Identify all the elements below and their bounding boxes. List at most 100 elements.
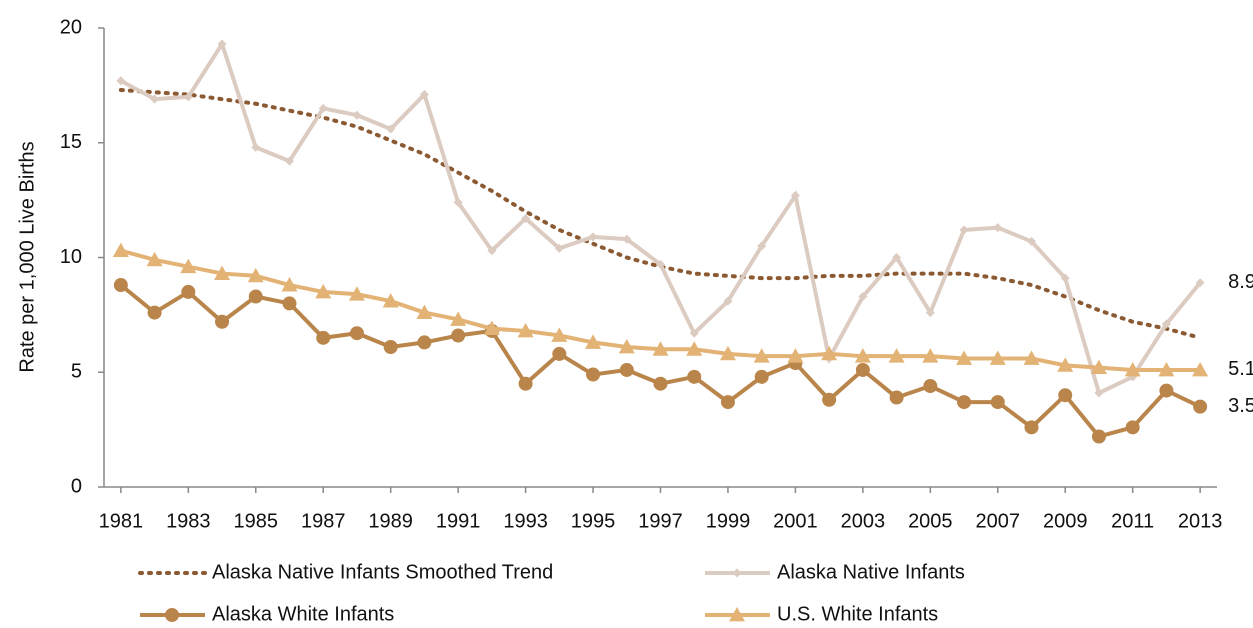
point: [1027, 236, 1036, 246]
point: [888, 348, 905, 363]
point: [247, 267, 264, 283]
point: [181, 284, 196, 299]
x-tick-label: 2003: [841, 510, 886, 532]
point: [1195, 278, 1205, 288]
point: [588, 232, 598, 242]
point: [1161, 319, 1171, 329]
point: [215, 314, 230, 329]
point: [757, 241, 767, 251]
point: [1058, 388, 1073, 403]
x-tick-label: 1983: [166, 510, 211, 532]
point: [993, 223, 1003, 233]
x-tick-label: 1991: [436, 510, 481, 532]
point: [1158, 361, 1175, 377]
y-tick-label: 10: [60, 246, 82, 268]
y-tick-label: 15: [60, 131, 82, 153]
x-tick-label: 1985: [234, 510, 279, 532]
point: [622, 234, 632, 244]
point: [147, 305, 162, 320]
x-tick-label: 2009: [1043, 510, 1088, 532]
point: [925, 308, 935, 318]
point: [652, 341, 669, 356]
point: [1090, 359, 1107, 375]
point: [821, 345, 838, 361]
point: [217, 39, 227, 49]
legend-label: Alaska White Infants: [212, 603, 394, 625]
point: [386, 124, 396, 134]
point: [517, 322, 534, 338]
point: [855, 362, 870, 377]
point: [318, 103, 328, 113]
y-tick-label: 5: [71, 361, 82, 383]
point: [923, 379, 938, 394]
x-tick-label: 1997: [638, 510, 683, 532]
point: [1159, 383, 1174, 398]
point: [585, 334, 602, 349]
point: [521, 213, 531, 223]
point: [618, 339, 635, 354]
point: [956, 350, 973, 365]
point: [1023, 350, 1040, 365]
x-tick-label: 2011: [1111, 510, 1154, 532]
point: [180, 258, 197, 274]
point: [518, 376, 533, 391]
point: [922, 348, 939, 363]
point: [112, 242, 129, 258]
point: [957, 395, 972, 410]
point: [619, 362, 634, 377]
point: [281, 277, 298, 292]
point: [417, 335, 432, 350]
point: [116, 76, 126, 86]
point: [892, 253, 902, 262]
point: [689, 328, 699, 338]
point: [1193, 399, 1208, 414]
x-tick-label: 1981: [99, 510, 144, 532]
point: [251, 142, 261, 152]
point: [889, 390, 904, 405]
point: [316, 330, 331, 345]
point: [416, 304, 433, 319]
point: [383, 340, 398, 355]
y-axis-label: Rate per 1,000 Live Births: [16, 141, 38, 372]
point: [382, 293, 399, 308]
point: [352, 110, 362, 120]
legend-marker: [732, 568, 742, 578]
point: [1024, 420, 1039, 435]
point: [487, 246, 497, 256]
series-line: [119, 39, 1202, 396]
point: [285, 156, 294, 166]
point: [483, 320, 500, 336]
x-tick-label: 1999: [706, 510, 751, 532]
point: [183, 92, 193, 102]
point: [720, 395, 735, 410]
point: [554, 243, 564, 253]
point: [653, 376, 668, 391]
point: [451, 328, 466, 343]
point: [687, 369, 702, 384]
point: [348, 286, 365, 301]
x-tick-label: 2007: [976, 510, 1021, 532]
point: [551, 327, 568, 342]
x-tick-label: 2001: [773, 510, 818, 532]
point: [349, 326, 364, 341]
legend-marker: [729, 607, 745, 622]
point: [552, 346, 567, 361]
point: [1057, 357, 1074, 372]
point: [315, 283, 332, 299]
x-tick-label: 2005: [908, 510, 953, 532]
point: [450, 311, 467, 326]
point: [656, 259, 665, 269]
x-tick-label: 2013: [1178, 510, 1223, 532]
point: [989, 350, 1006, 365]
legend-label: Alaska Native Infants: [777, 561, 965, 583]
point: [419, 90, 429, 100]
point: [723, 296, 733, 306]
point: [686, 341, 703, 356]
end-label: 8.9: [1228, 271, 1253, 293]
point: [282, 296, 297, 311]
point: [719, 345, 736, 361]
point: [214, 265, 231, 280]
y-tick-label: 20: [60, 16, 82, 38]
point: [754, 369, 769, 384]
